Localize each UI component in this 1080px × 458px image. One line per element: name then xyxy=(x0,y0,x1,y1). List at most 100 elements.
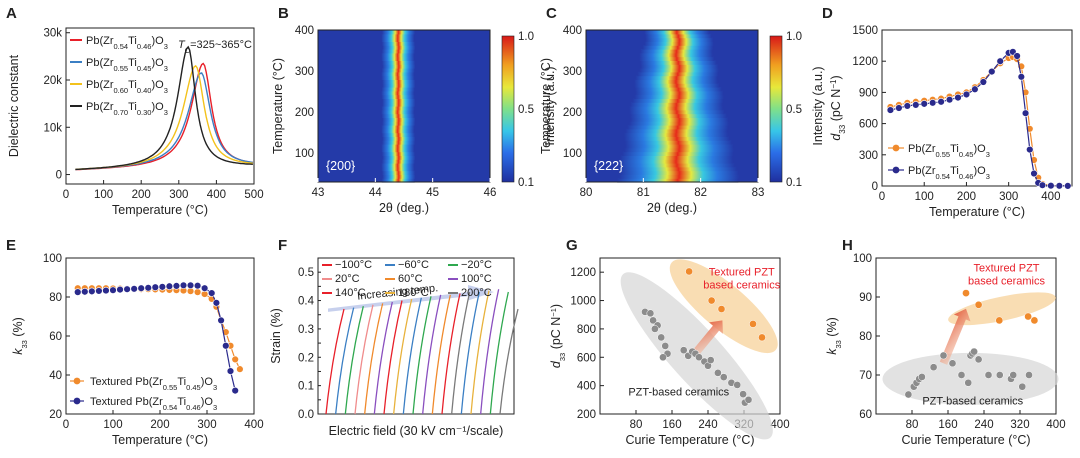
heatmap-cell xyxy=(382,117,416,122)
legend-label: Pb(Zr0.55Ti0.45)O3 xyxy=(86,57,168,73)
annotation: Textured PZT xyxy=(709,267,775,279)
legend-label: 100°C xyxy=(461,273,492,285)
x-tick-label: 300 xyxy=(999,191,1018,203)
heatmap-cell xyxy=(630,117,729,122)
colorbar-label: Intensity (a.u.) xyxy=(811,66,825,145)
x-tick-label: 80 xyxy=(906,419,919,431)
annotation: based ceramics xyxy=(968,276,1046,288)
data-point xyxy=(193,281,202,290)
legend-label: Pb(Zr0.60Ti0.40)O3 xyxy=(86,79,168,95)
data-point xyxy=(151,283,160,291)
data-point xyxy=(939,351,948,360)
x-tick-label: 81 xyxy=(637,187,650,199)
data-point xyxy=(928,99,937,107)
heatmap-cell xyxy=(644,30,710,35)
x-tick-label: 43 xyxy=(312,187,325,199)
data-point xyxy=(1038,181,1047,189)
heatmap-cell xyxy=(645,37,714,42)
data-point xyxy=(744,395,753,404)
strain-curve xyxy=(383,300,403,415)
heatmap-cell xyxy=(381,56,415,61)
y-tick-label: 100 xyxy=(563,148,582,160)
data-point xyxy=(920,100,928,108)
plot-frame xyxy=(585,29,759,183)
strain-curve xyxy=(412,296,432,415)
data-point xyxy=(144,284,152,292)
heatmap-cell xyxy=(381,49,415,54)
y-tick-label: 60 xyxy=(859,409,872,421)
trend-arrow-shape xyxy=(939,308,971,365)
heatmap-cell xyxy=(382,79,416,84)
data-point xyxy=(903,102,912,110)
x-tick-label: 300 xyxy=(169,189,188,201)
x-tick-label: 400 xyxy=(1041,191,1060,203)
legend-label: Pb(Zr0.54Ti0.46)O3 xyxy=(86,35,168,51)
data-point xyxy=(758,333,766,342)
y-tick-label: 100 xyxy=(43,253,62,265)
heatmap-cell xyxy=(639,52,713,58)
y-tick-label: 1000 xyxy=(570,296,596,308)
y-tick-label: 70 xyxy=(859,370,872,382)
legend-label: Textured Pb(Zr0.55Ti0.45)O3 xyxy=(90,376,217,392)
data-point xyxy=(685,267,693,276)
panel-d: D 0 100 200 300 400 0 300 600 900 1200 1500 Temperat… xyxy=(822,5,1073,219)
y-tick-label: 200 xyxy=(577,409,596,421)
x-tick-label: 200 xyxy=(132,189,151,201)
data-point xyxy=(200,284,209,292)
colorbar-tick-label: 0.5 xyxy=(518,104,534,116)
heatmap-cell xyxy=(381,30,416,35)
data-point xyxy=(679,346,688,355)
y-tick-label: 0.0 xyxy=(298,409,314,421)
y-tick-label: 200 xyxy=(563,107,582,119)
data-point xyxy=(649,316,657,325)
x-axis-label: 2θ (deg.) xyxy=(647,201,697,215)
heatmap-cell xyxy=(381,109,415,115)
heatmap-cell xyxy=(629,109,725,115)
data-point xyxy=(1026,145,1034,154)
y-tick-label: 60 xyxy=(49,331,62,343)
data-point xyxy=(1025,371,1033,379)
data-point xyxy=(979,78,988,86)
heatmap-cell xyxy=(619,174,739,179)
y-tick-label: 0 xyxy=(56,170,62,182)
heatmap-cell xyxy=(381,159,415,164)
y-tick-label: 20 xyxy=(49,409,62,421)
x-tick-label: 0 xyxy=(63,189,69,201)
data-point xyxy=(116,285,124,294)
heatmap-cell xyxy=(381,163,415,168)
plot-frame xyxy=(65,257,255,415)
y-tick-label: 0.4 xyxy=(298,296,315,308)
data-point xyxy=(974,355,983,364)
heatmap-cell xyxy=(381,106,415,111)
strain-curve xyxy=(335,307,355,415)
data-point xyxy=(904,390,913,399)
panel-e: E 0 100 200 300 400 20 40 60 80 100 Temperature (°C… xyxy=(6,237,264,447)
y-tick-label: 200 xyxy=(295,107,314,119)
data-point xyxy=(231,386,239,395)
y-tick-label: 0.5 xyxy=(298,267,314,279)
panel-letter-A: A xyxy=(6,5,17,22)
data-point xyxy=(88,287,96,296)
heatmap-cell xyxy=(381,125,415,130)
data-point xyxy=(717,305,726,313)
heatmap-cell xyxy=(381,151,415,156)
strain-curve xyxy=(470,290,490,415)
data-point xyxy=(109,286,117,294)
data-point xyxy=(1018,382,1027,391)
heatmap-cell xyxy=(382,121,416,126)
heatmap-cell xyxy=(382,155,416,160)
data-point xyxy=(208,289,216,297)
strain-curve xyxy=(489,291,509,415)
colorbar xyxy=(501,35,515,183)
y-tick-label: 300 xyxy=(563,66,582,78)
heatmap-cell xyxy=(629,106,723,111)
legend-label: −60°C xyxy=(398,259,429,271)
data-point xyxy=(172,282,181,290)
y-tick-label: 900 xyxy=(859,87,878,99)
data-point xyxy=(706,356,715,364)
legend-label: −100°C xyxy=(335,259,372,271)
heatmap-cell xyxy=(630,102,723,107)
heatmap-cell xyxy=(381,132,415,137)
x-tick-label: 400 xyxy=(770,419,789,431)
data-point xyxy=(1030,169,1038,178)
